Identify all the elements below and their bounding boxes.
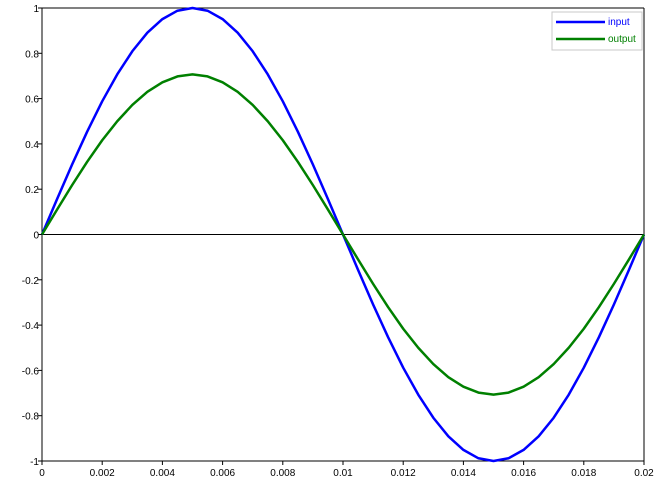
legend: input output: [551, 11, 643, 51]
x-tick-label: 0.012: [391, 468, 416, 479]
x-tick-label: 0.002: [90, 468, 115, 479]
y-tick-label: -0.8: [22, 412, 40, 423]
series-line-output: [40, 73, 646, 396]
x-tick-label: 0.004: [150, 468, 175, 479]
legend-label-input: input: [608, 17, 630, 28]
legend-box: [551, 11, 643, 51]
x-tick-label: 0.006: [210, 468, 235, 479]
x-tick-label: 0.008: [270, 468, 295, 479]
x-tick-label: 0.018: [571, 468, 596, 479]
y-tick-label: 1: [33, 4, 39, 15]
y-tick-label: -0.6: [22, 366, 40, 377]
x-tick-label: 0: [39, 468, 45, 479]
y-tick-label: 0.2: [25, 185, 39, 196]
y-tick-label: 0.4: [25, 140, 39, 151]
y-tick-label: -1: [30, 457, 39, 468]
x-tick-label: 0.014: [451, 468, 476, 479]
y-tick-label: -0.2: [22, 276, 40, 287]
x-tick-label: 0.01: [333, 468, 353, 479]
y-tick-label: 0.8: [25, 49, 39, 60]
legend-label-output: output: [608, 34, 636, 45]
x-tick-label: 0.016: [511, 468, 536, 479]
y-tick-label: 0.6: [25, 95, 39, 106]
y-tick-label: -0.4: [22, 321, 40, 332]
series-lines: [40, 6, 646, 463]
y-tick-label: 0: [33, 231, 39, 242]
x-tick-label: 0.02: [634, 468, 654, 479]
